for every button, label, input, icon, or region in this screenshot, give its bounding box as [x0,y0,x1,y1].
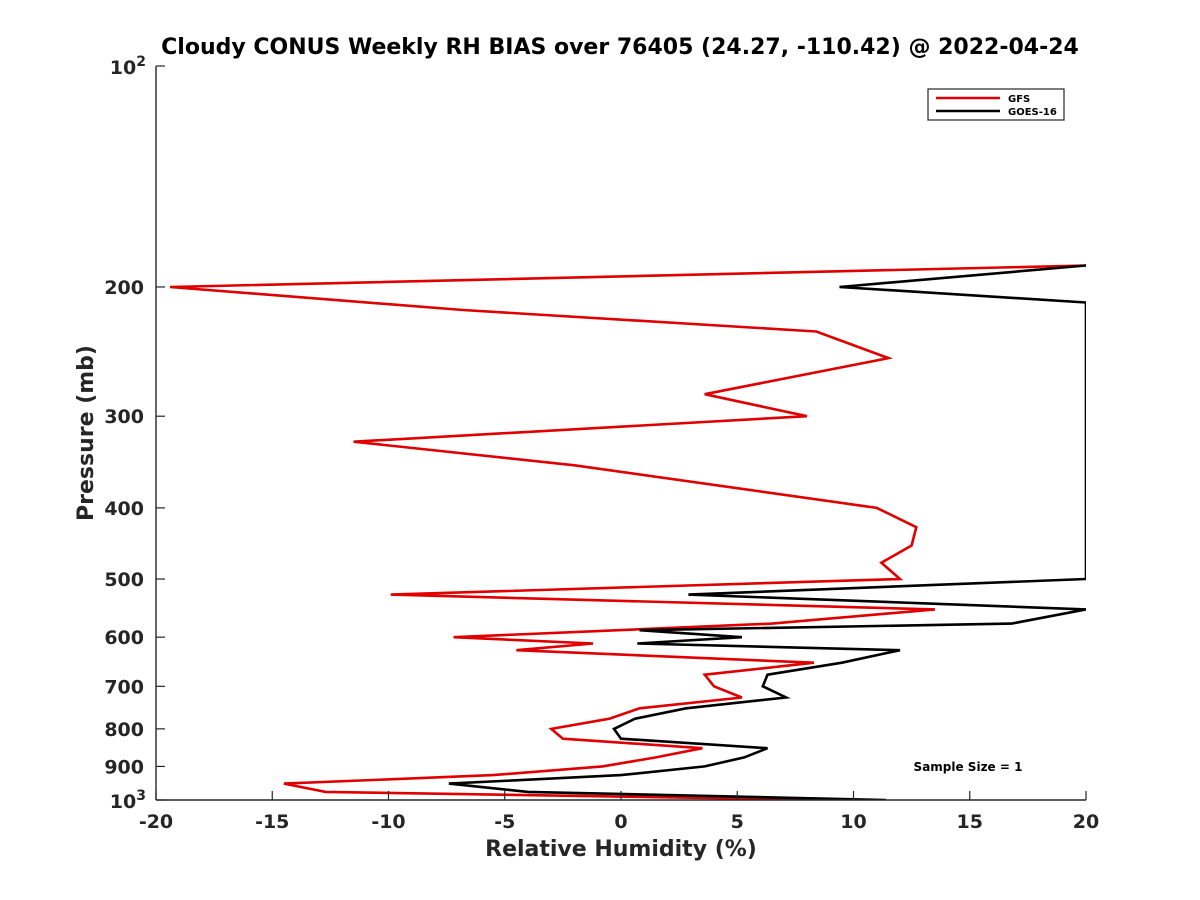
x-tick-label: 15 [957,811,983,833]
x-tick-label: -5 [494,811,515,833]
series-line-goes-16 [448,264,1086,800]
series-line-gfs [169,264,1086,800]
x-tick-label: 20 [1073,811,1099,833]
chart-title: Cloudy CONUS Weekly RH BIAS over 76405 (… [161,35,1079,60]
y-tick-label: 800 [104,719,144,741]
y-tick-label: 600 [104,627,144,649]
y-axis-ticks: 200 300 400 500 600 700 800 900 102 103 [104,54,165,813]
x-tick-label: 10 [840,811,866,833]
x-tick-label: -20 [139,811,173,833]
y-tick-label-bottom: 103 [110,788,146,813]
x-tick-label: -10 [371,811,405,833]
legend-label: GFS [1008,94,1030,105]
y-tick-label: 300 [104,406,144,428]
x-tick-label: 0 [614,811,627,833]
y-tick-label: 200 [104,277,144,299]
sample-size-annotation: Sample Size = 1 [914,760,1023,774]
series-layer [169,264,1086,800]
x-tick-label: 5 [731,811,744,833]
y-tick-label: 700 [104,676,144,698]
axes-layer [155,66,1086,801]
plot-area [155,66,1086,801]
y-tick-label: 400 [104,498,144,520]
legend-box [927,88,1065,121]
legend-label: GOES-16 [1008,107,1057,118]
y-tick-label: 500 [104,569,144,591]
y-tick-label: 900 [104,756,144,778]
x-axis-ticks: -20 -15 -10 -5 0 5 10 15 20 [139,791,1099,833]
y-axis-label: Pressure (mb) [74,345,99,521]
y-tick-label-top: 102 [110,54,146,79]
x-tick-label: -15 [255,811,289,833]
x-axis-label: Relative Humidity (%) [485,837,757,862]
legend: GFS GOES-16 [927,88,1065,121]
